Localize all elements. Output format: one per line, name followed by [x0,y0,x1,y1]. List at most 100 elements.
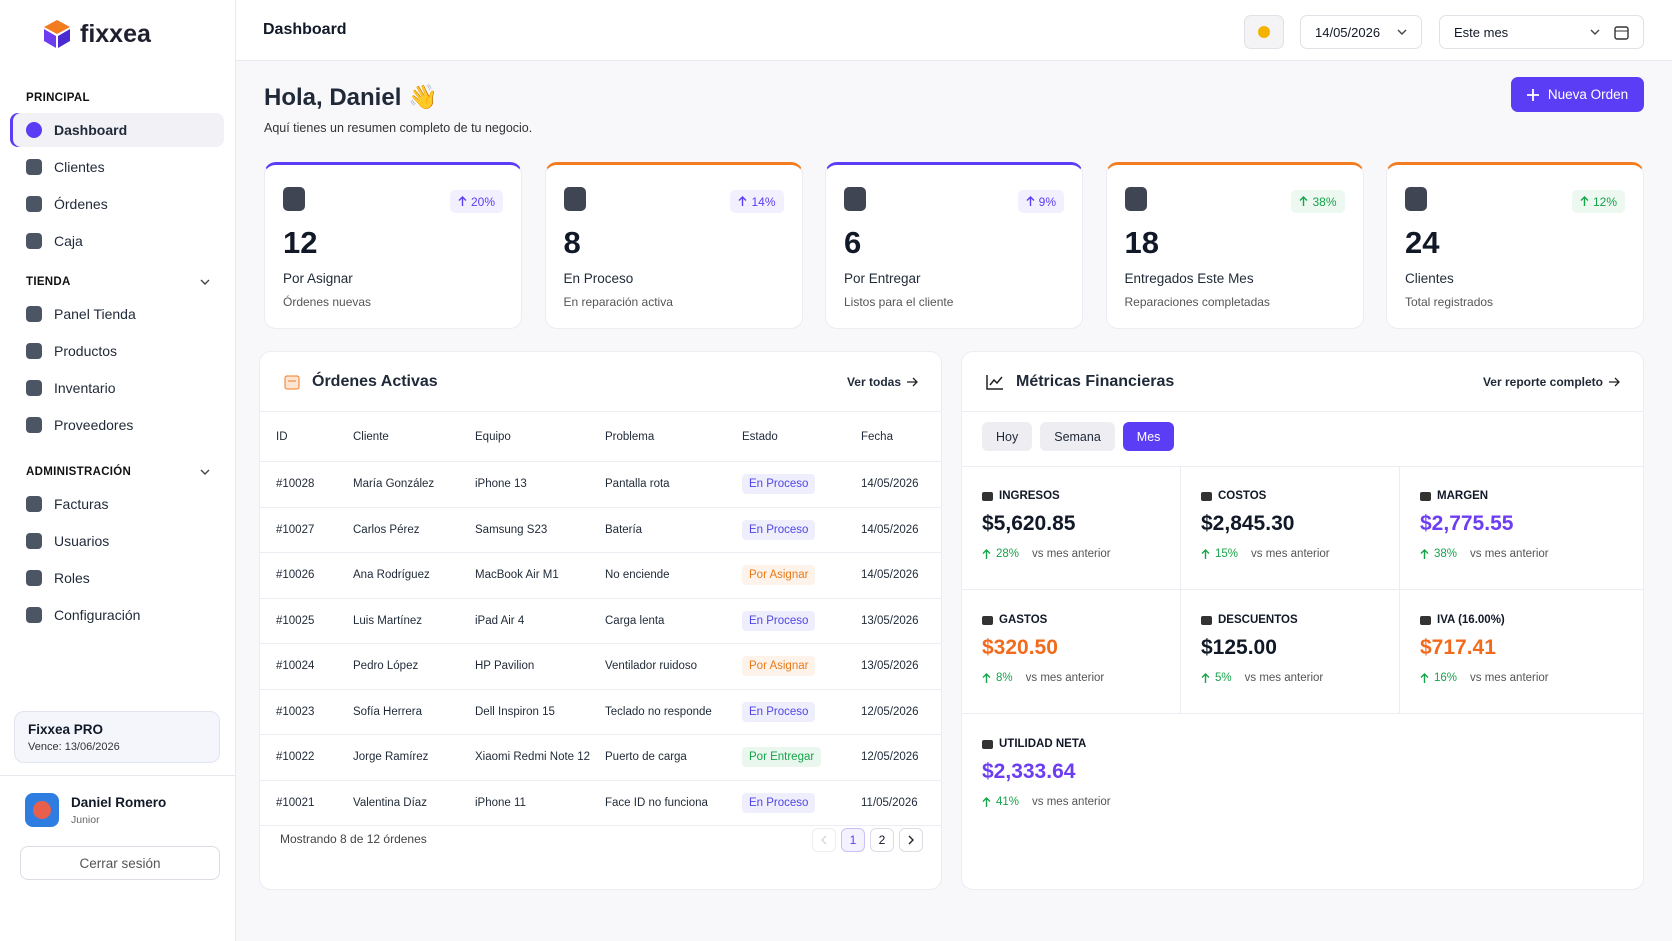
period-tab[interactable]: Mes [1122,422,1175,451]
nav-label: Proveedores [54,417,134,433]
orders-header: Órdenes Activas Ver todas [260,352,941,412]
metric-change-row: 15% vs mes anterior [1201,548,1379,560]
column-header: Fecha [861,430,893,443]
table-row[interactable]: #10027 Carlos Pérez Samsung S23 Batería En P… [260,508,941,553]
nav-icon [26,159,42,175]
orders-link[interactable]: Ver todas [847,375,919,389]
stat-icon [283,187,305,211]
metric-note: vs mes anterior [1470,672,1549,684]
metric: MARGEN $2,775.55 38% vs mes anterior [1400,466,1643,590]
table-row[interactable]: #10028 María González iPhone 13 Pantalla ro… [260,462,941,508]
cell-client: Valentina Díaz [353,796,427,809]
metric-change: 41% [996,796,1020,808]
nav-item[interactable]: Usuarios [10,524,224,558]
stat-change-value: 20% [470,194,495,209]
orders-link-text: Ver todas [846,374,901,389]
table-header: ID Cliente Equipo Problema Estado Fecha [260,412,941,462]
plan-card: Fixxea PRO Vence: 13/06/2026 [14,711,220,763]
nav-item[interactable]: Configuración [10,598,224,632]
cell-client: Carlos Pérez [353,523,420,536]
user-role: Junior [71,813,100,826]
period-tab[interactable]: Semana [1040,422,1115,451]
stat-card: 38% 18 Entregados Este Mes Reparaciones com… [1105,162,1364,329]
metric-label: IVA (16.00%) [1437,614,1505,626]
section-title[interactable]: TIENDA [10,270,224,294]
section-title[interactable]: ADMINISTRACIÓN [10,460,224,484]
nav-label: Configuración [54,607,141,623]
metric-icon [1420,491,1431,501]
metrics-grid: INGRESOS $5,620.85 28% vs mes anterior COSTO… [962,466,1643,889]
cell-id: #10024 [276,660,315,673]
table-row[interactable]: #10023 Sofía Herrera Dell Inspiron 15 Tecla… [260,690,941,735]
status-badge: En Proceso [742,519,816,540]
nav-icon [26,570,42,586]
table-row[interactable]: #10024 Pedro López HP Pavilion Ventilador r… [260,644,941,690]
nav-item[interactable]: Facturas [10,487,224,521]
nav-item[interactable]: Órdenes [10,187,224,221]
status-badge: Por Entregar [742,747,822,768]
nav-item[interactable]: Roles [10,561,224,595]
nav-icon [26,196,42,212]
cell-status: En Proceso [742,519,861,540]
table-row[interactable]: #10022 Jorge Ramírez Xiaomi Redmi Note 12 P… [260,735,941,781]
nav-item[interactable]: Clientes [10,150,224,184]
avatar [25,793,59,827]
next-page[interactable] [899,828,923,852]
cell-device: iPhone 11 [475,796,526,809]
date-picker[interactable]: 14/05/2026 [1300,15,1422,49]
prev-page[interactable] [812,828,836,852]
stat-label: Entregados Este Mes [1124,271,1254,286]
new-order-button[interactable]: Nueva Orden [1511,77,1644,112]
metric-note: vs mes anterior [1251,548,1330,560]
metric-label: GASTOS [999,614,1048,626]
logo[interactable]: fixxea [42,18,151,50]
table-row[interactable]: #10026 Ana Rodríguez MacBook Air M1 No enci… [260,553,941,599]
theme-toggle[interactable] [1244,15,1284,49]
metric-icon [982,739,993,749]
cell-problem: No enciende [605,569,670,582]
stat-label: En Proceso [563,271,634,286]
table-row[interactable]: #10021 Valentina Díaz iPhone 11 Face ID no … [260,781,941,826]
stat-sub: Órdenes nuevas [283,295,372,309]
column-header: Cliente [353,430,389,443]
nav-item[interactable]: Caja [10,224,224,258]
sidebar: fixxea Fixxea PRO Vence: 13/06/2026 Dani… [0,0,236,941]
orders-footer: Mostrando 8 de 12 órdenes [280,832,427,846]
greeting-title: Hola, Daniel 👋 [264,84,438,111]
nav-item[interactable]: Dashboard [10,113,224,147]
nav-item[interactable]: Inventario [10,371,224,405]
stat-sub: Listos para el cliente [844,295,954,309]
period-tab[interactable]: Hoy [982,422,1033,451]
metric-change-row: 38% vs mes anterior [1420,548,1625,560]
date: 14/05/2026 [1315,24,1381,40]
cell-status: Por Asignar [742,565,861,586]
orders-panel: Órdenes Activas Ver todas ID Cliente Equip… [259,351,942,890]
nav-item[interactable]: Productos [10,334,224,368]
nav-item[interactable]: Proveedores [10,408,224,442]
metric-label-row: UTILIDAD NETA [982,738,1161,750]
stat-change: 12% [1571,190,1625,213]
nav-item[interactable]: Panel Tienda [10,297,224,331]
metric: COSTOS $2,845.30 15% vs mes anterior [1181,466,1400,590]
finance-panel: Métricas Financieras Ver reporte complet… [961,351,1644,890]
metric-icon [982,615,993,625]
logout-button[interactable]: Cerrar sesión [20,846,220,880]
stat-icon [563,187,586,211]
metric-icon [1201,615,1212,625]
user[interactable]: Daniel Romero Junior [25,793,166,827]
metric-label-row: IVA (16.00%) [1420,614,1625,626]
cell-client: María González [353,478,435,491]
metric-value: $5,620.85 [982,512,1076,535]
user-name: Daniel Romero [71,794,167,810]
finance-link[interactable]: Ver reporte completo [1483,375,1621,389]
metric-label-row: DESCUENTOS [1201,614,1379,626]
topbar: Dashboard 14/05/2026 Este mes [236,0,1672,61]
metric-value: $2,333.64 [982,760,1076,783]
page-button[interactable]: 2 [870,828,894,852]
period: Este mes [1454,24,1509,40]
cell-client: Sofía Herrera [353,705,423,718]
page-button[interactable]: 1 [841,828,865,852]
column-header: Problema [605,430,655,443]
period-select[interactable]: Este mes [1439,15,1644,49]
table-row[interactable]: #10025 Luis Martínez iPad Air 4 Carga lenta… [260,599,941,644]
